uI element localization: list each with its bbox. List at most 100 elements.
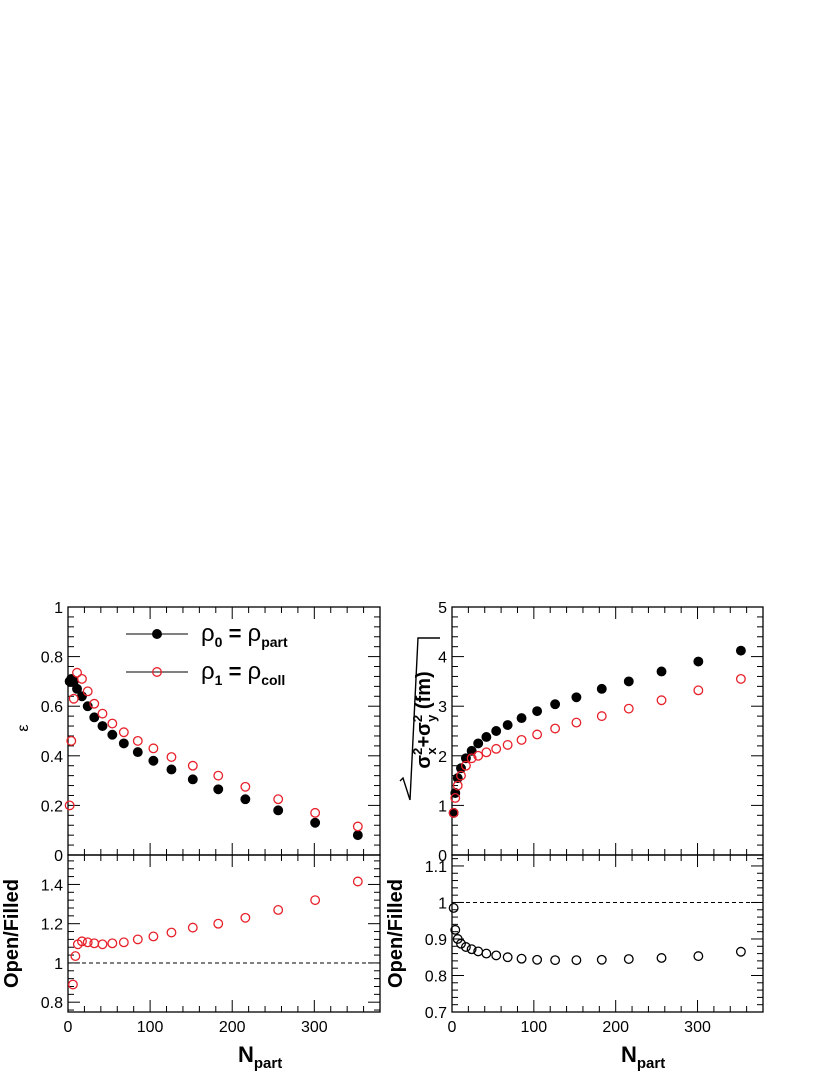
y-tick-label: 1.4 [41,877,63,894]
data-point [187,760,198,771]
data-point [623,676,634,687]
data-point [240,794,251,805]
data-point [491,743,502,754]
data-point [452,780,463,791]
data-point [310,817,321,828]
data-point [240,912,251,923]
y-tick-label: 0.6 [41,699,63,716]
data-point [82,686,93,697]
data-point [656,666,667,677]
y-tick-label: 1 [438,895,447,912]
data-point [107,938,118,949]
data-point [596,683,607,694]
data-point [502,952,513,963]
data-point [466,745,477,756]
data-point [460,942,471,952]
data-point [273,794,284,805]
data-point [77,673,87,684]
legend: ρ0 = ρpart ρ1 = ρcoll [126,620,288,688]
data-point [502,720,513,730]
data-point [735,645,746,656]
legend-marker [152,629,162,639]
y-axis-title: σ2x+σ2y (fm) [399,637,440,801]
data-point [68,693,79,704]
data-point [97,939,108,950]
data-point [596,954,607,965]
data-point [466,944,477,955]
data-point [450,793,461,803]
data-point [72,683,82,694]
data-point [550,699,561,710]
data-point [213,784,224,795]
data-point [532,729,543,740]
x-tick-label: 300 [301,1019,328,1036]
x-tick-label: 100 [137,1019,164,1036]
data-point [118,727,129,738]
panel-bottom-left: 0 100 200 300 0.8 1 1.2 1.4 Npart Open/Filled [1,854,381,1072]
data-point [352,821,363,832]
data-point [240,781,251,792]
data-point [132,747,143,758]
data-point [89,698,100,709]
data-point [132,934,143,945]
data-point [148,931,159,942]
y-tick-label: 0.7 [425,1005,447,1022]
data-point [107,718,118,729]
data-point [473,738,484,749]
y-tick-label: 0.9 [425,932,447,949]
data-point [132,735,143,746]
data-point [481,747,492,758]
data-point [693,656,704,667]
data-point [735,946,746,957]
data-point [516,734,527,745]
data-point [532,706,543,717]
y-tick-label: 0 [54,848,63,865]
data-point [89,712,100,723]
data-point [466,753,477,764]
y-axis-title: Open/Filled [1,879,23,988]
data-point [187,774,198,785]
svg-text:σ2x+σ2y (fm): σ2x+σ2y (fm) [410,671,439,768]
y-tick-label: 3 [438,699,447,716]
data-point [516,713,527,724]
data-point [66,735,77,746]
x-tick-label: 200 [602,1019,629,1036]
data-point [481,948,492,959]
data-point [623,703,634,714]
data-point [456,938,466,949]
legend-marker [152,667,162,677]
y-tick-label: 0.8 [41,995,63,1012]
data-point [166,927,177,938]
data-point [550,723,561,734]
y-axis-title: ε [15,724,32,731]
data-point [656,953,667,963]
y-tick-label: 0.8 [425,968,447,985]
data-point [516,953,527,964]
plot-frame [67,854,381,1013]
data-point [693,685,704,696]
data-point [460,760,471,771]
plot-frame [451,854,764,1013]
data-point [64,800,75,811]
legend-label: ρ0 = ρpart [201,620,288,650]
data-point [82,937,93,948]
data-point [77,936,87,947]
data-point [148,755,159,766]
data-point [623,954,634,965]
legend-label: ρ1 = ρcoll [201,658,285,688]
data-point [107,729,118,740]
data-point [273,805,284,816]
y-tick-label: 0.2 [41,798,63,815]
data-point [166,764,177,775]
data-point [97,708,108,719]
data-point [166,752,177,762]
y-tick-label: 2 [438,749,447,766]
data-point [735,673,746,684]
x-tick-label: 300 [684,1019,711,1036]
data-point [550,955,561,966]
data-point [456,763,466,774]
data-point [473,750,484,761]
data-point [187,922,198,933]
data-point [273,905,284,915]
data-point [118,738,129,749]
